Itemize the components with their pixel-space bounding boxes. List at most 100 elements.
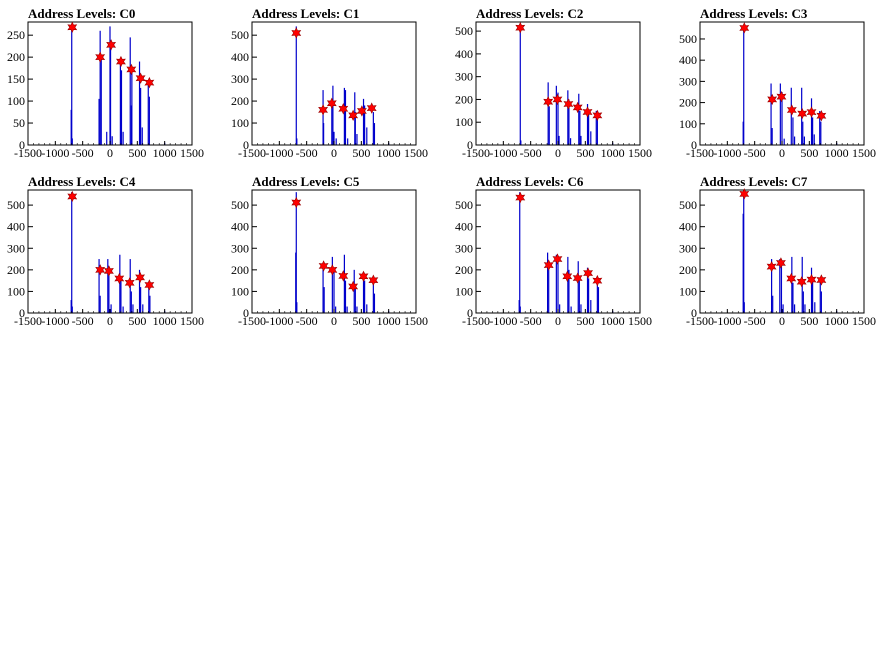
peak-marker-star [562, 270, 573, 283]
y-tick-label: 0 [19, 138, 25, 152]
x-tick-label: -1500 [14, 314, 42, 328]
y-tick-label: 400 [7, 220, 25, 234]
peak-marker-star [327, 264, 338, 276]
x-tick-label: 1500 [852, 314, 876, 328]
y-tick-label: 200 [7, 50, 25, 64]
x-tick-label: -500 [744, 146, 766, 160]
peak-marker-star [115, 55, 126, 68]
peak-marker-star [552, 253, 563, 265]
x-tick-label: 1000 [825, 146, 849, 160]
x-tick-label: -500 [296, 314, 318, 328]
y-tick-label: 200 [679, 263, 697, 277]
peak-marker-star [515, 21, 526, 34]
peak-marker-star [816, 274, 827, 286]
peak-marker-star [114, 272, 125, 285]
y-tick-label: 400 [231, 220, 249, 234]
x-tick-label: 1000 [153, 146, 177, 160]
peak-marker-star [291, 196, 302, 209]
y-tick-label: 0 [691, 306, 697, 320]
chart-panel-3: Address Levels: C3-1500 -1000 -500 0 500 1000… [679, 6, 876, 160]
chart-title: Address Levels: C3 [700, 6, 808, 21]
y-tick-label: 400 [455, 47, 473, 61]
y-tick-label: 50 [13, 116, 25, 130]
peak-marker-star [786, 104, 797, 116]
x-tick-label: -1500 [14, 146, 42, 160]
y-tick-label: 200 [455, 263, 473, 277]
x-tick-label: 1500 [180, 146, 204, 160]
x-tick-label: 1500 [852, 146, 876, 160]
peak-marker-star [767, 93, 778, 106]
x-tick-label: 500 [352, 314, 370, 328]
peak-marker-star [543, 259, 554, 271]
x-tick-label: -1000 [489, 146, 517, 160]
peak-marker-star [582, 106, 593, 118]
chart-panel-4: Address Levels: C4-1500 -1000 -500 0 500 1000… [7, 174, 204, 328]
x-tick-label: 1000 [377, 146, 401, 160]
y-tick-label: 150 [7, 72, 25, 86]
peak-marker-star [775, 257, 786, 269]
y-tick-label: 500 [679, 32, 697, 46]
peak-marker-star [572, 272, 583, 284]
x-tick-label: -500 [72, 146, 94, 160]
y-tick-label: 250 [7, 28, 25, 42]
y-tick-label: 300 [679, 74, 697, 88]
y-tick-label: 400 [231, 50, 249, 64]
x-tick-label: 1000 [601, 314, 625, 328]
x-tick-label: 500 [128, 314, 146, 328]
x-tick-label: 500 [576, 314, 594, 328]
x-tick-label: 1000 [601, 146, 625, 160]
chart-title: Address Levels: C6 [476, 174, 584, 189]
x-tick-label: 500 [352, 146, 370, 160]
chart-panel-0: Address Levels: C0-1500 -1000 -500 0 500 1000… [7, 6, 204, 160]
y-tick-label: 0 [467, 138, 473, 152]
y-tick-label: 200 [7, 263, 25, 277]
peak-marker-star [572, 101, 583, 114]
peak-marker-star [563, 98, 574, 110]
x-tick-label: 1500 [628, 314, 652, 328]
y-tick-label: 500 [7, 198, 25, 212]
peak-marker-star [67, 190, 78, 203]
peak-marker-star [786, 272, 797, 285]
peak-marker-star [776, 90, 787, 103]
x-tick-label: -1500 [686, 146, 714, 160]
y-tick-label: 100 [231, 284, 249, 298]
peak-marker-star [291, 27, 302, 39]
y-tick-label: 500 [231, 198, 249, 212]
y-tick-label: 100 [7, 94, 25, 108]
peak-marker-star [806, 106, 817, 118]
y-tick-label: 100 [455, 115, 473, 129]
x-tick-label: 500 [800, 314, 818, 328]
x-tick-label: 1000 [153, 314, 177, 328]
y-tick-label: 300 [7, 241, 25, 255]
x-tick-label: 0 [107, 314, 113, 328]
y-tick-label: 400 [679, 53, 697, 67]
peak-marker-star [135, 271, 146, 284]
y-tick-label: 500 [455, 198, 473, 212]
peak-marker-star [106, 39, 117, 51]
chart-title: Address Levels: C1 [252, 6, 359, 21]
x-tick-label: -1500 [238, 146, 266, 160]
x-tick-label: -1500 [686, 314, 714, 328]
x-tick-label: -1000 [265, 146, 293, 160]
peak-marker-star [806, 273, 817, 286]
x-tick-label: 0 [331, 146, 337, 160]
peak-marker-star [739, 22, 750, 34]
chart-panel-5: Address Levels: C5-1500 -1000 -500 0 500 1000… [231, 174, 428, 328]
y-tick-label: 200 [231, 94, 249, 108]
x-tick-label: -1000 [489, 314, 517, 328]
x-tick-label: -1000 [41, 146, 69, 160]
peak-marker-star [816, 110, 827, 122]
peak-marker-star [796, 276, 807, 288]
chart-title: Address Levels: C7 [700, 174, 808, 189]
y-tick-label: 200 [455, 92, 473, 106]
y-tick-label: 200 [231, 263, 249, 277]
y-tick-label: 0 [19, 306, 25, 320]
y-tick-label: 100 [455, 284, 473, 298]
x-tick-label: 500 [576, 146, 594, 160]
x-tick-label: -500 [72, 314, 94, 328]
peak-marker-star [739, 188, 750, 200]
peak-marker-star [338, 270, 349, 282]
x-tick-label: 1000 [825, 314, 849, 328]
y-tick-label: 400 [679, 220, 697, 234]
